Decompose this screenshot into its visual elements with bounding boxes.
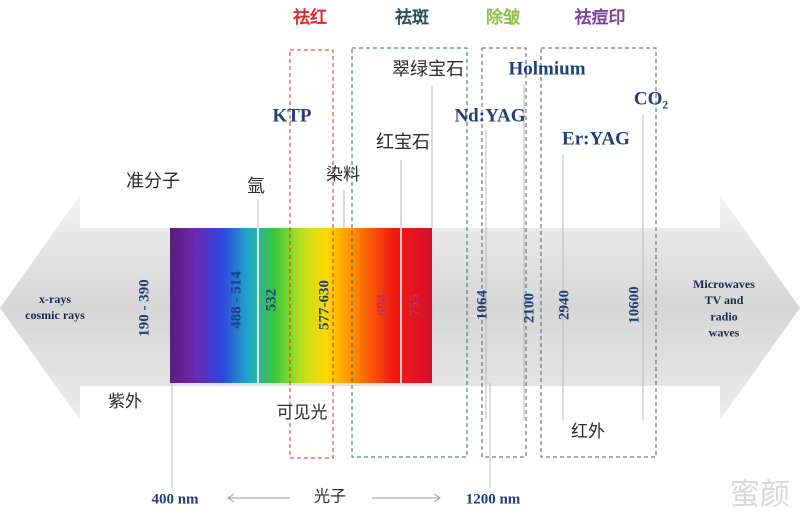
guide-lines (171, 85, 644, 488)
wavelength: 2100 (521, 293, 537, 323)
source-label: 染料 (326, 165, 360, 185)
region-label: 紫外 (108, 392, 142, 412)
source-label: KTP (272, 105, 311, 126)
axis-arrow-head (433, 493, 441, 503)
wavelength: 10600 (626, 286, 642, 324)
treatment-label: 祛斑 (395, 7, 429, 28)
treatment-label: 祛红 (293, 7, 327, 28)
arrow-label-right: Microwaves TV and radio waves (693, 277, 755, 340)
wavelength: 577-630 (316, 280, 332, 330)
treatment-label: 除皱 (486, 7, 521, 28)
source-label: Nd:YAG (454, 105, 525, 126)
treatment-label: 祛痘印 (575, 7, 626, 28)
treatment-box (351, 47, 468, 458)
source-label: 红宝石 (376, 132, 430, 153)
wavelength: 2940 (556, 290, 572, 320)
source-label: 氩 (247, 176, 265, 197)
watermark: 蜜颜 (730, 478, 790, 513)
region-label: 红外 (571, 422, 605, 442)
source-label: Er:YAG (562, 128, 630, 149)
treatment-box (289, 49, 334, 459)
arrow-label-left: x-rays cosmic rays (25, 292, 85, 322)
treatment-box (481, 47, 527, 458)
axis-arrow-head (227, 493, 235, 503)
source-label: Holmium (508, 58, 585, 79)
wavelength: 694 (374, 293, 390, 316)
wavelength: 488 - 514 (228, 271, 244, 329)
wavelength: 532 (263, 289, 279, 312)
source-label: 准分子 (126, 171, 180, 192)
treatment-box (540, 47, 657, 458)
source-label: 翠绿宝石 (392, 59, 464, 80)
visible-spectrum (170, 228, 432, 383)
wavelength: 1064 (474, 290, 490, 321)
axis-label: 400 nm (151, 491, 199, 507)
wavelength: 190 - 390 (136, 279, 152, 337)
axis-label: 光子 (314, 487, 346, 506)
wavelength: 755 (406, 294, 422, 317)
region-label: 可见光 (277, 403, 328, 423)
axis-label: 1200 nm (466, 491, 521, 507)
source-label: CO₂ (634, 88, 669, 109)
